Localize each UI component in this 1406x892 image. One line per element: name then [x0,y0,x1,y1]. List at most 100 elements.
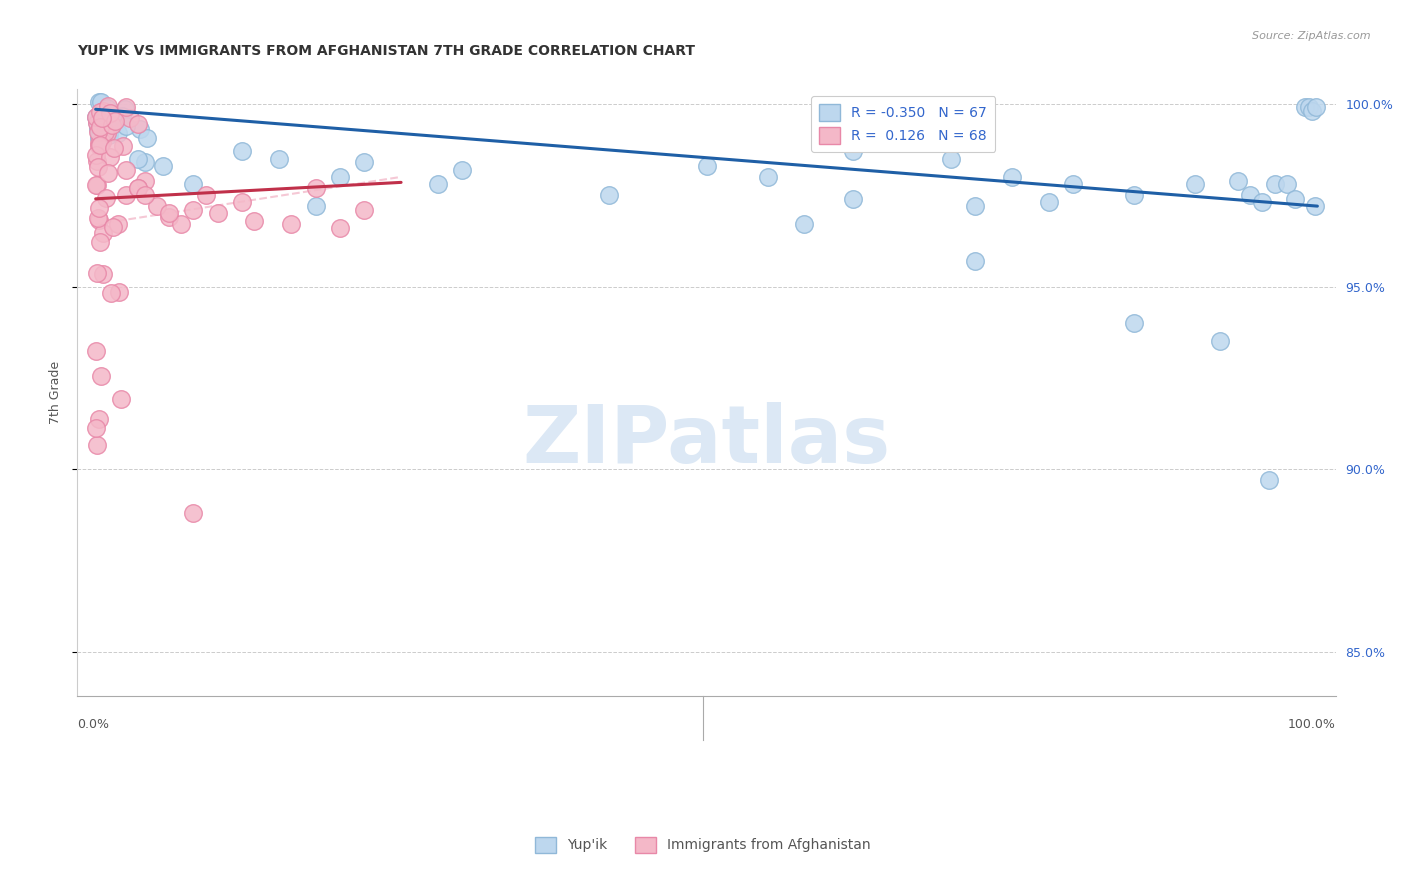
Point [231,145,253,159]
Point [89,235,111,249]
Point [1251,195,1274,210]
Y-axis label: 7th Grade: 7th Grade [49,361,62,424]
Point [207,206,229,220]
Point [127,181,149,195]
Point [103,112,125,127]
Point [231,195,253,210]
Point [87,125,110,139]
Point [87,139,110,153]
Point [86,178,108,192]
Point [86,148,108,162]
Point [90,112,112,126]
Point [93,103,115,118]
Point [1264,178,1286,192]
Point [1208,334,1230,349]
Point [965,199,987,213]
Point [1298,100,1320,114]
Point [84,111,107,125]
Point [426,178,449,192]
Point [91,116,114,130]
Point [89,412,111,426]
Point [965,254,987,268]
Point [89,137,111,152]
Text: 100.0%: 100.0% [1288,718,1336,731]
Point [107,218,129,232]
Point [1038,195,1060,210]
Point [91,267,114,281]
Point [86,343,108,358]
Point [91,135,114,149]
Point [86,266,108,280]
Point [89,213,111,227]
Point [1123,316,1146,330]
Point [110,392,132,407]
Point [87,136,110,150]
Point [115,100,138,114]
Point [134,188,156,202]
Point [98,106,121,120]
Point [329,169,352,184]
Point [118,111,141,125]
Point [136,131,159,145]
Point [86,153,108,168]
Point [90,368,112,383]
Point [267,152,290,166]
Point [84,110,107,124]
Point [89,120,111,135]
Point [100,285,122,300]
Point [127,181,149,195]
Point [1062,178,1084,192]
Point [87,130,110,145]
Point [1123,188,1146,202]
Point [842,192,865,206]
Text: 0.0%: 0.0% [77,718,110,731]
Point [1301,104,1323,119]
Point [243,213,266,227]
Point [152,159,174,173]
Point [112,139,135,153]
Point [696,159,718,173]
Point [89,104,111,119]
Point [793,218,815,232]
Point [280,218,302,232]
Point [111,109,134,123]
Text: Source: ZipAtlas.com: Source: ZipAtlas.com [1253,31,1371,41]
Point [304,199,326,213]
Point [87,95,110,110]
Point [87,121,110,136]
Point [98,122,121,136]
Point [353,155,375,169]
Point [170,218,193,232]
Point [98,150,121,164]
Legend: Yup'ik, Immigrants from Afghanistan: Yup'ik, Immigrants from Afghanistan [530,831,876,858]
Text: YUP'IK VS IMMIGRANTS FROM AFGHANISTAN 7TH GRADE CORRELATION CHART: YUP'IK VS IMMIGRANTS FROM AFGHANISTAN 7T… [77,44,696,58]
Point [145,199,167,213]
Point [939,152,962,166]
Point [183,202,205,217]
Point [134,173,156,187]
Point [97,166,120,180]
Point [90,95,112,109]
Point [114,102,136,116]
Legend: R = -0.350   N = 67, R =  0.126   N = 68: R = -0.350 N = 67, R = 0.126 N = 68 [811,96,995,152]
Point [1226,173,1249,187]
Point [90,112,112,126]
Point [842,145,865,159]
Point [157,210,180,224]
Point [451,162,474,177]
Point [107,126,129,140]
Point [86,116,108,130]
Point [86,211,108,225]
Point [98,128,121,142]
Point [96,191,118,205]
Point [1275,178,1298,192]
Point [104,109,127,123]
Point [98,107,121,121]
Point [101,118,124,132]
Point [97,98,120,112]
Point [194,188,217,202]
Point [94,115,117,129]
Point [1284,192,1306,206]
Point [86,438,108,452]
Text: ZIPatlas: ZIPatlas [523,402,890,480]
